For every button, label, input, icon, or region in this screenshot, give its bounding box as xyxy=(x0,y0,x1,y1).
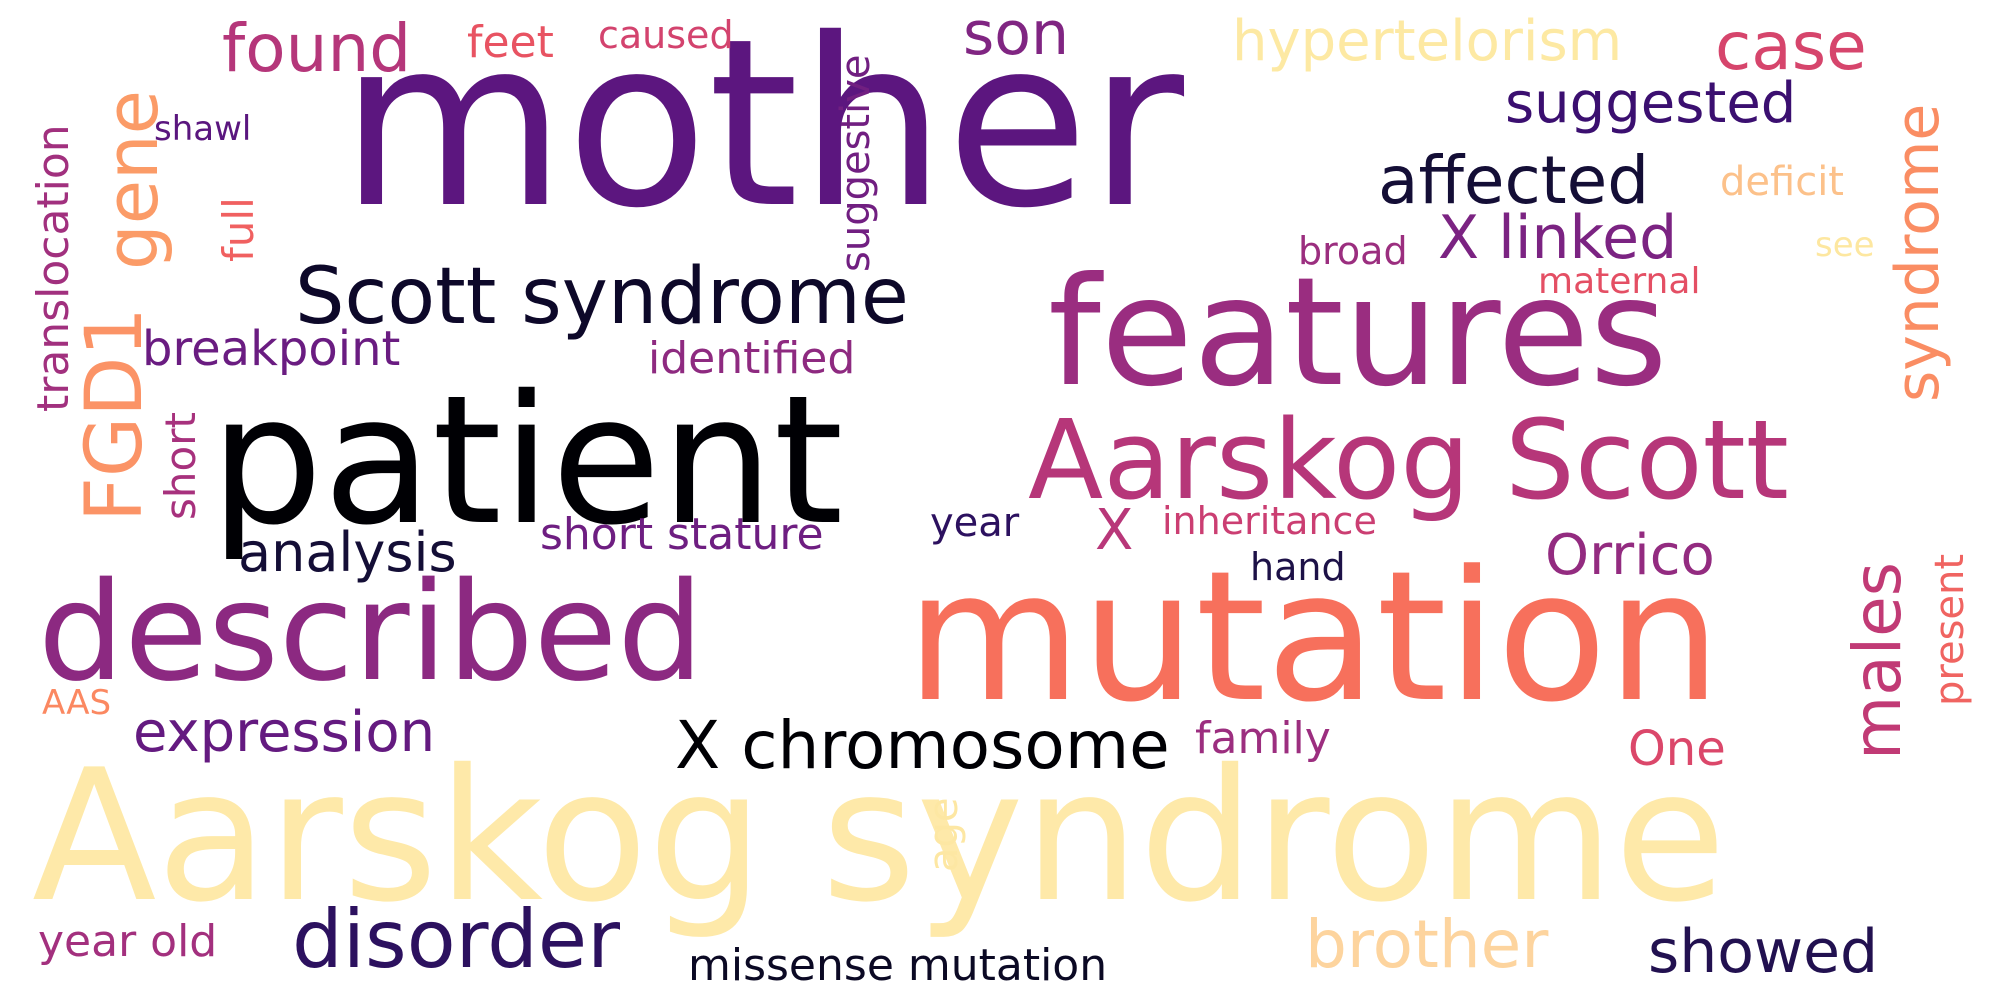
word-broad: broad xyxy=(1298,229,1408,273)
word-aarskog-scott: Aarskog Scott xyxy=(1028,396,1789,524)
word-family: family xyxy=(1195,713,1331,764)
word-found: found xyxy=(222,10,412,87)
word-one: One xyxy=(1628,721,1726,777)
word-age: age xyxy=(921,797,967,872)
word-present: present xyxy=(1927,553,1973,706)
word-deficit: deficit xyxy=(1720,159,1844,205)
word-features: features xyxy=(1048,246,1668,420)
word-breakpoint: breakpoint xyxy=(142,321,401,377)
word-gene: gene xyxy=(90,90,174,270)
word-mutation: mutation xyxy=(906,533,1722,742)
word-son: son xyxy=(963,0,1069,69)
word-full: full xyxy=(214,197,263,262)
word-disorder: disorder xyxy=(292,893,621,986)
word-shawl: shawl xyxy=(154,109,252,149)
word-identified: identified xyxy=(648,333,856,384)
word-inheritance: inheritance xyxy=(1162,499,1377,543)
word-aarskog-syndrome: Aarskog syndrome xyxy=(32,730,1727,942)
word-showed: showed xyxy=(1648,917,1879,987)
word-suggestive: suggestive xyxy=(833,54,879,273)
word-suggested: suggested xyxy=(1505,71,1797,136)
word-missense-mutation: missense mutation xyxy=(688,940,1108,991)
word-caused: caused xyxy=(598,13,734,57)
word-feet: feet xyxy=(467,17,554,68)
word-mother: mother xyxy=(340,0,1185,259)
word-x-linked: X linked xyxy=(1438,203,1678,273)
word-x-chromosome: X chromosome xyxy=(675,707,1170,784)
word-described: described xyxy=(38,554,704,712)
word-orrico: Orrico xyxy=(1545,523,1715,588)
word-short-stature: short stature xyxy=(540,509,824,560)
word-syndrome: syndrome xyxy=(1883,103,1953,402)
word-hypertelorism: hypertelorism xyxy=(1232,9,1623,74)
word-patient: patient xyxy=(210,357,844,564)
word-year: year xyxy=(930,500,1020,546)
word-short: short xyxy=(156,412,205,520)
word-x: X xyxy=(1095,498,1134,563)
word-maternal: maternal xyxy=(1538,261,1701,302)
word-expression: expression xyxy=(133,700,436,765)
word-aas: AAS xyxy=(42,683,112,723)
word-see: see xyxy=(1815,225,1875,265)
word-analysis: analysis xyxy=(238,521,457,584)
word-case: case xyxy=(1715,8,1867,85)
word-brother: brother xyxy=(1305,906,1549,983)
word-year-old: year old xyxy=(38,916,218,967)
word-males: males xyxy=(1839,561,1916,760)
word-hand: hand xyxy=(1250,545,1346,589)
word-fgd1: FGD1 xyxy=(70,307,160,522)
word-affected: affected xyxy=(1378,142,1650,219)
word-scott-syndrome: Scott syndrome xyxy=(295,252,909,342)
